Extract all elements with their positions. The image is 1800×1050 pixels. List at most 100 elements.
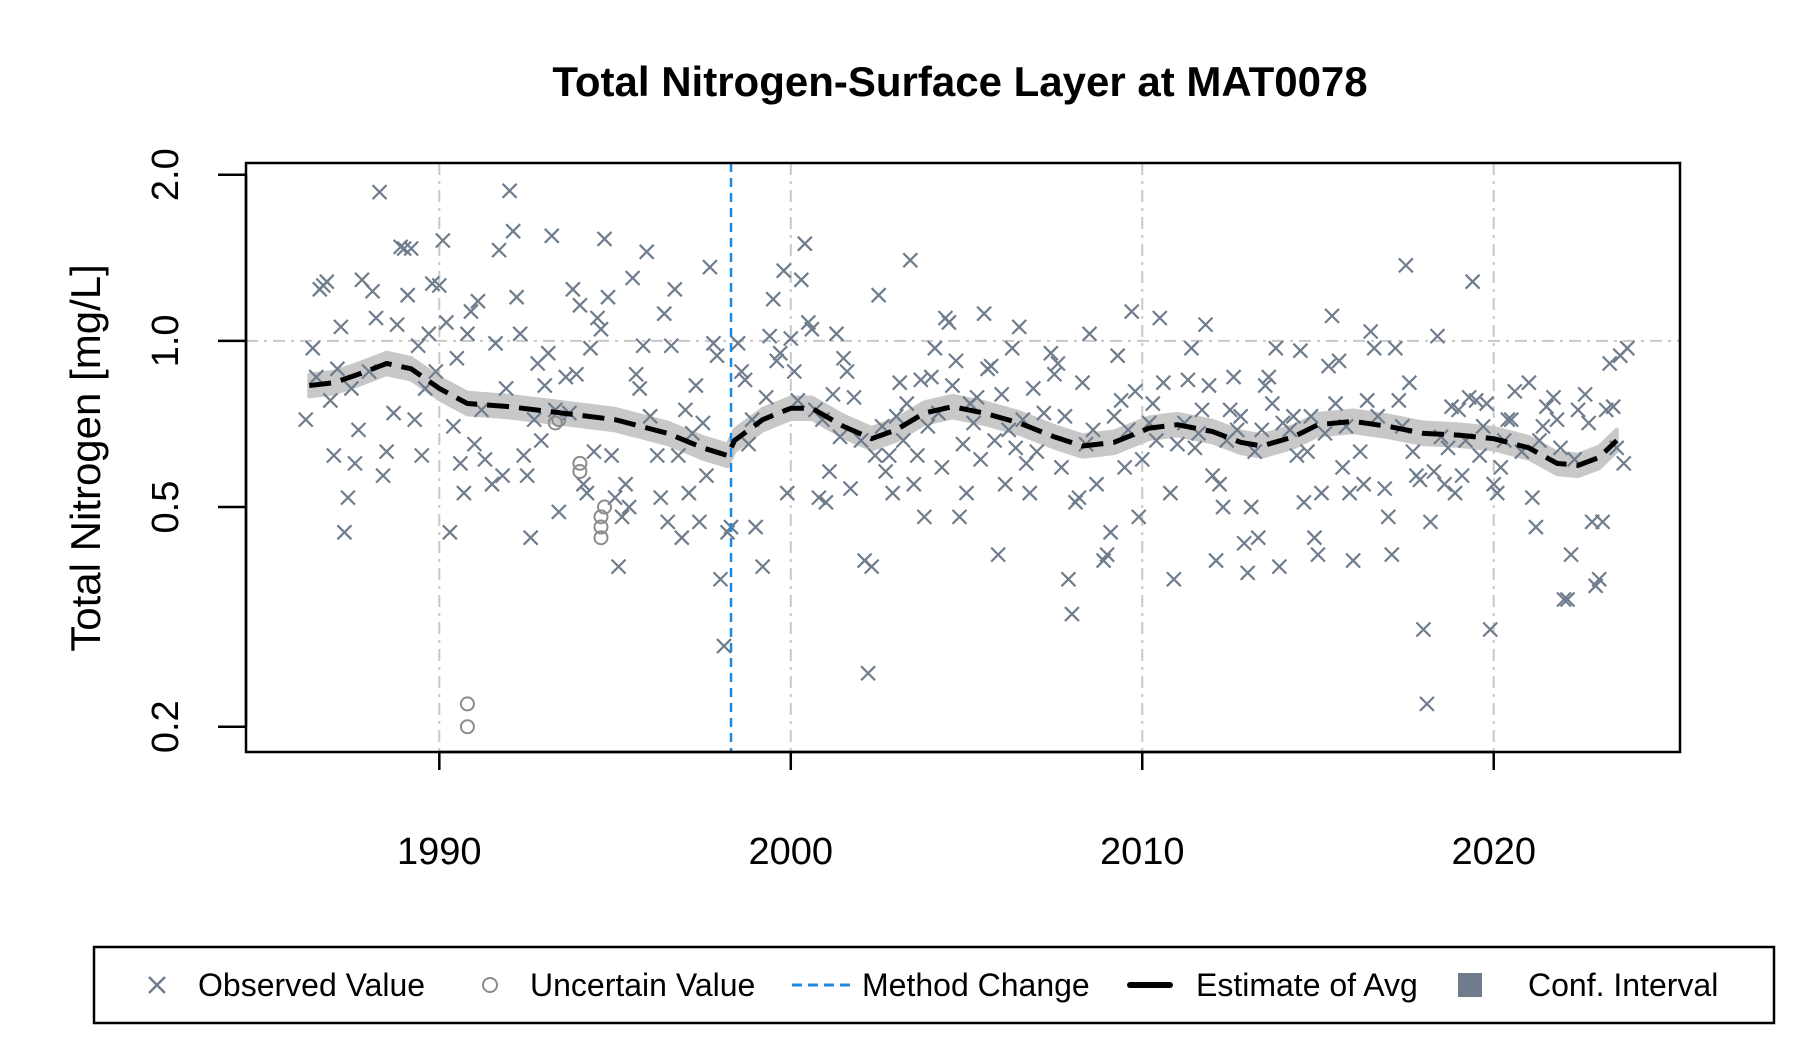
observed-point-stroke [1014, 411, 1031, 428]
observed-point [663, 337, 680, 354]
observed-point-stroke [1615, 455, 1632, 472]
observed-point-stroke [1152, 310, 1168, 326]
observed-point-stroke [512, 326, 528, 342]
observed-point [1123, 303, 1140, 320]
observed-point-stroke [378, 443, 395, 460]
observed-point-stroke [610, 558, 627, 575]
observed-point-stroke [884, 485, 901, 501]
observed-point-stroke [1524, 489, 1541, 506]
observed-point-stroke [456, 485, 472, 501]
observed-point-stroke [867, 447, 883, 464]
observed-point [709, 347, 725, 364]
observed-point-stroke [1145, 395, 1161, 412]
observed-point [1264, 395, 1281, 412]
observed-point-stroke [333, 319, 349, 335]
observed-point-stroke [572, 297, 588, 314]
observed-point-stroke [965, 415, 982, 431]
plot-frame [244, 161, 1682, 754]
y-axis-label: Total Nitrogen [mg/L] [62, 264, 109, 652]
observed-point [786, 363, 803, 380]
observed-point [1145, 395, 1161, 412]
observed-point [927, 340, 943, 356]
observed-point [1559, 591, 1576, 608]
observed-point-stroke [1331, 353, 1347, 369]
observed-point [1296, 494, 1312, 511]
observed-point-stroke [1257, 377, 1274, 394]
observed-point-stroke [779, 485, 796, 501]
observed-point-stroke [842, 480, 859, 497]
observed-point [1064, 606, 1080, 622]
observed-point-stroke [691, 514, 708, 530]
observed-point-stroke [1619, 340, 1636, 356]
observed-point-stroke [1299, 443, 1316, 460]
observed-point-stroke [621, 499, 637, 515]
observed-point-stroke [1376, 480, 1393, 497]
observed-point-stroke [494, 467, 511, 484]
observed-point-stroke [1271, 558, 1288, 575]
observed-point [508, 289, 525, 305]
observed-point-stroke [1116, 459, 1133, 476]
observed-point [336, 524, 353, 541]
observed-point [536, 377, 553, 394]
observed-point-stroke [498, 380, 514, 397]
observed-point [955, 436, 971, 452]
observed-point [1419, 696, 1435, 712]
observed-point [389, 316, 405, 333]
x-tick-label: 2020 [1451, 831, 1536, 873]
observed-point-stroke [1208, 552, 1224, 569]
observed-point-stroke [695, 415, 711, 431]
observed-point-stroke [1190, 425, 1207, 442]
observed-point-stroke [1043, 345, 1059, 361]
observed-point [1552, 440, 1569, 456]
uncertain-point [593, 509, 609, 525]
observed-point [435, 232, 451, 249]
observed-point-stroke [1180, 372, 1196, 388]
observed-point-stroke [1394, 418, 1411, 435]
observed-point [1225, 369, 1242, 385]
observed-point-stroke [1503, 411, 1520, 428]
observed-point [1243, 499, 1259, 515]
legend-box [92, 945, 1776, 1025]
observed-point-stroke [839, 363, 855, 380]
observed-point [368, 310, 384, 326]
observed-point [677, 402, 694, 418]
observed-point-stroke [969, 389, 985, 406]
observed-point [1116, 459, 1133, 476]
observed-point [1289, 447, 1305, 464]
observed-point [790, 392, 806, 409]
observed-point-stroke [716, 638, 732, 654]
observed-point [712, 571, 729, 588]
observed-point [835, 350, 852, 367]
observed-point-stroke [519, 467, 535, 484]
observed-point-stroke [916, 509, 933, 525]
observed-point [642, 408, 658, 425]
observed-point-stroke [1036, 405, 1052, 421]
observed-point-stroke [927, 340, 943, 356]
observed-point [1222, 402, 1238, 418]
observed-point-stroke [1053, 459, 1070, 476]
observed-point [1345, 552, 1361, 569]
observed-point [600, 289, 616, 305]
observed-point-stroke [1475, 418, 1491, 435]
observed-point-stroke [431, 277, 448, 294]
observed-point [1359, 392, 1375, 409]
observed-points [297, 183, 1636, 712]
observed-point [533, 432, 550, 449]
observed-point [470, 293, 486, 309]
observed-point-stroke [435, 232, 451, 249]
observed-point-stroke [1102, 524, 1119, 541]
observed-point-stroke [993, 386, 1010, 403]
observed-point [1436, 476, 1453, 492]
observed-point [378, 443, 395, 460]
observed-point-stroke [1029, 443, 1045, 460]
observed-point-stroke [1085, 422, 1101, 438]
observed-point [1106, 408, 1122, 425]
observed-point-stroke [326, 447, 342, 464]
observed-point-stroke [1380, 509, 1397, 525]
observed-point-stroke [297, 411, 314, 428]
observed-point-stroke [667, 281, 683, 298]
observed-point-stroke [737, 372, 753, 388]
observed-point-stroke [744, 411, 760, 428]
observed-point-stroke [1549, 411, 1565, 428]
observed-point [322, 392, 339, 409]
